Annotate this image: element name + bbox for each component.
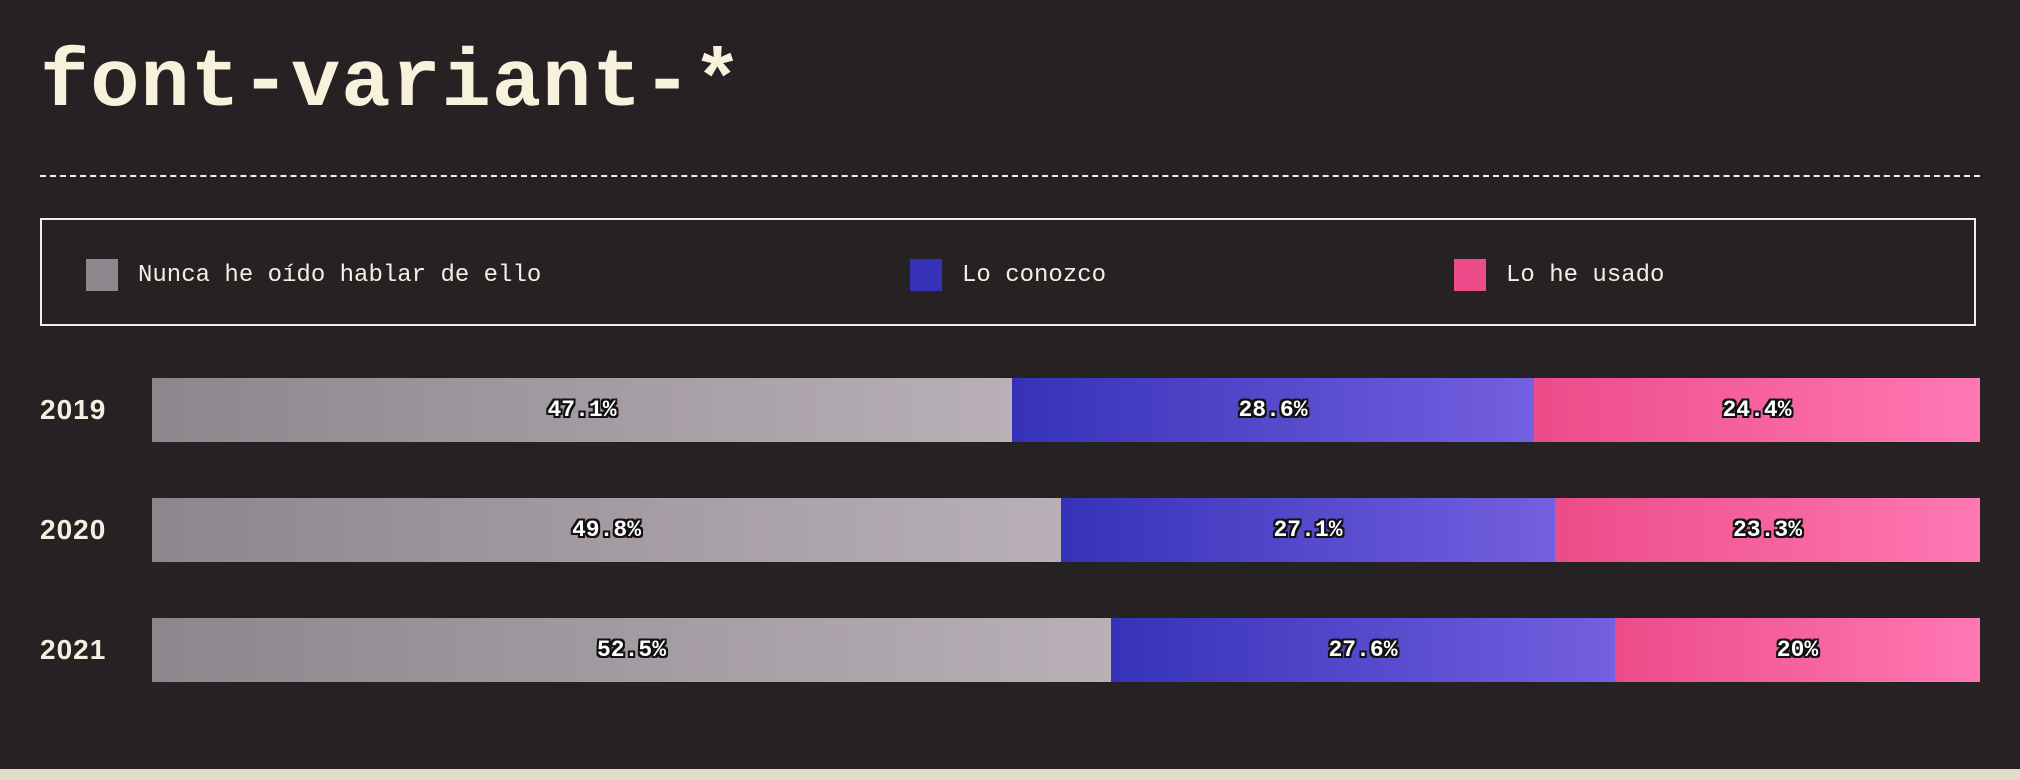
bar-segment-never-heard[interactable]: 47.1% [152,378,1012,442]
bar-segment-know-it[interactable]: 27.6% [1111,618,1615,682]
bar-segment-used-it[interactable]: 24.4% [1534,378,1980,442]
legend-swatch-know-it [910,259,942,291]
legend-swatch-used-it [1454,259,1486,291]
bottom-strip [0,769,2020,780]
legend-item-know-it[interactable]: Lo conozco [910,259,1106,291]
stacked-bar: 49.8% 27.1% 23.3% [152,498,1980,562]
data-label: 23.3% [1732,517,1802,543]
bar-segment-never-heard[interactable]: 52.5% [152,618,1111,682]
dashed-divider [40,175,1980,177]
bar-segment-know-it[interactable]: 27.1% [1061,498,1555,562]
stacked-bar: 52.5% 27.6% 20% [152,618,1980,682]
legend-item-used-it[interactable]: Lo he usado [1454,259,1664,291]
category-label: 2021 [40,634,107,665]
data-label: 27.1% [1273,517,1343,543]
bar-segment-used-it[interactable]: 23.3% [1555,498,1980,562]
bar-segment-know-it[interactable]: 28.6% [1012,378,1534,442]
category-label: 2019 [40,394,107,425]
data-label: 47.1% [547,397,617,423]
legend-label-used-it: Lo he usado [1506,261,1665,289]
legend: Nunca he oído hablar de ello Lo conozco … [40,218,1976,326]
category-label: 2020 [40,514,107,545]
data-label: 52.5% [596,637,666,663]
chart-title: font-variant-* [40,37,743,130]
bar-segment-used-it[interactable]: 20% [1615,618,1980,682]
bar-row-2019: 2019 47.1% 28.6% 24.4% [0,378,2020,442]
bar-row-2020: 2020 49.8% 27.1% 23.3% [0,498,2020,562]
data-label: 49.8% [571,517,641,543]
bar-segment-never-heard[interactable]: 49.8% [152,498,1061,562]
legend-item-never-heard[interactable]: Nunca he oído hablar de ello [86,259,541,291]
bar-row-2021: 2021 52.5% 27.6% 20% [0,618,2020,682]
data-label: 20% [1776,637,1819,663]
legend-label-never-heard: Nunca he oído hablar de ello [138,261,542,289]
legend-label-know-it: Lo conozco [962,261,1107,289]
stacked-bar: 47.1% 28.6% 24.4% [152,378,1980,442]
legend-swatch-never-heard [86,259,118,291]
data-label: 28.6% [1238,397,1308,423]
data-label: 27.6% [1328,637,1398,663]
data-label: 24.4% [1722,397,1792,423]
